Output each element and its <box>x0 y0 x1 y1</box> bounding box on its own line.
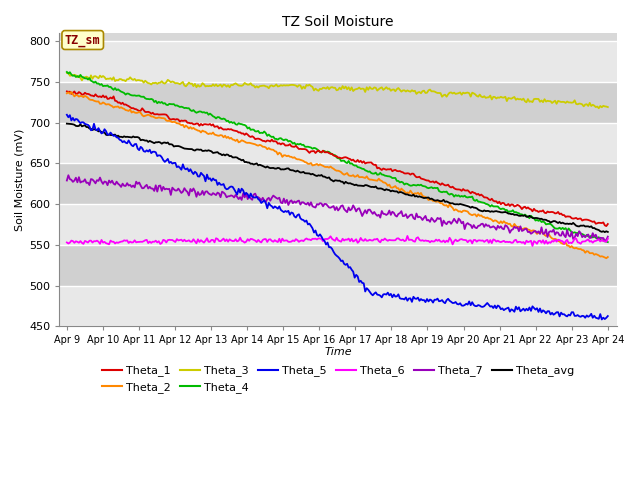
Bar <box>60 204 617 245</box>
Bar <box>60 41 617 82</box>
Text: TZ_sm: TZ_sm <box>65 34 100 47</box>
X-axis label: Time: Time <box>324 347 352 357</box>
Bar <box>60 245 617 286</box>
Title: TZ Soil Moisture: TZ Soil Moisture <box>282 15 394 29</box>
Bar <box>60 122 617 163</box>
Y-axis label: Soil Moisture (mV): Soil Moisture (mV) <box>15 129 25 231</box>
Legend: Theta_1, Theta_2, Theta_3, Theta_4, Theta_5, Theta_6, Theta_7, Theta_avg: Theta_1, Theta_2, Theta_3, Theta_4, Thet… <box>97 361 579 397</box>
Bar <box>60 163 617 204</box>
Bar <box>60 286 617 326</box>
Bar <box>60 82 617 122</box>
